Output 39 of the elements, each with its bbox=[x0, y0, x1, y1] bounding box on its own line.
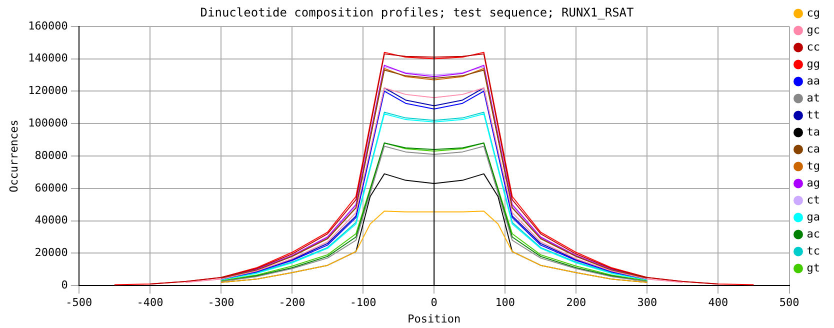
legend-label: at bbox=[806, 91, 820, 104]
x-tick-label: 100 bbox=[495, 296, 516, 310]
x-tick-label: -200 bbox=[278, 296, 306, 310]
legend-label: tg bbox=[806, 159, 820, 172]
y-axis-title: Occurrences bbox=[7, 120, 20, 192]
legend-label: gt bbox=[806, 261, 820, 274]
x-tick-label: 200 bbox=[566, 296, 586, 310]
legend-label: ag bbox=[806, 176, 820, 190]
y-tick-label: 0 bbox=[61, 278, 68, 292]
y-tick-label: 140000 bbox=[28, 52, 68, 65]
legend-label: ga bbox=[806, 210, 820, 224]
x-tick-label: 0 bbox=[430, 296, 438, 310]
x-axis-title: Position bbox=[408, 312, 461, 326]
x-tick-label: 400 bbox=[708, 296, 728, 310]
legend-label: gc bbox=[806, 23, 820, 36]
legend-label: cg bbox=[806, 6, 820, 20]
legend-label: ac bbox=[806, 227, 820, 240]
y-tick-label: 100000 bbox=[28, 116, 68, 130]
x-tick-label: 300 bbox=[637, 296, 658, 310]
legend-label: cc bbox=[806, 40, 820, 54]
y-tick-label: 40000 bbox=[34, 214, 68, 227]
legend-label: aa bbox=[806, 74, 820, 88]
legend-label: tt bbox=[806, 108, 820, 122]
legend-label: ca bbox=[806, 142, 820, 156]
x-tick-label: -100 bbox=[350, 296, 376, 310]
y-tick-label: 20000 bbox=[34, 246, 68, 260]
legend-label: ct bbox=[806, 193, 820, 206]
x-tick-label: -500 bbox=[66, 296, 92, 310]
legend-label: gg bbox=[806, 57, 820, 70]
y-tick-label: 120000 bbox=[28, 84, 68, 98]
y-tick-label: 80000 bbox=[34, 148, 68, 162]
x-tick-label: -300 bbox=[208, 296, 234, 310]
chart-title: Dinucleotide composition profiles; test sequence; RUNX1_RSAT bbox=[200, 5, 634, 20]
legend-label: ta bbox=[806, 125, 820, 138]
x-tick-label: -400 bbox=[136, 296, 164, 310]
y-tick-label: 160000 bbox=[28, 19, 68, 32]
y-tick-label: 60000 bbox=[34, 181, 68, 194]
x-tick-label: 500 bbox=[779, 296, 800, 310]
legend-label: tc bbox=[806, 244, 820, 258]
